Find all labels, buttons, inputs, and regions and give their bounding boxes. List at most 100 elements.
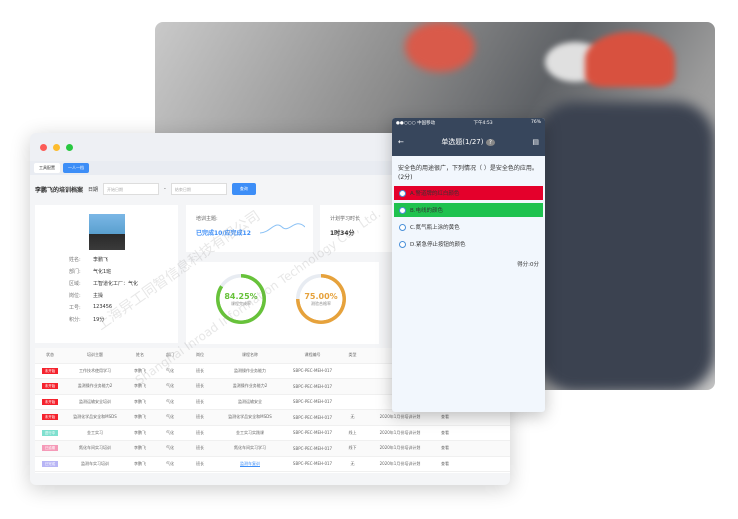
- question-title: 单选题(1/27): [441, 138, 484, 146]
- table-cell: 李鹏飞: [134, 383, 146, 389]
- completion-ring: 84.25% 课程完成率: [216, 274, 266, 324]
- column-header: 状态: [46, 352, 54, 358]
- radio-icon[interactable]: [399, 189, 406, 197]
- column-header: 部门: [166, 352, 174, 358]
- radio-icon[interactable]: [399, 223, 406, 231]
- sparkline: [260, 223, 305, 234]
- table-cell[interactable]: 监测车复训: [240, 460, 260, 466]
- table-cell: 监测操作业务能力2: [77, 383, 113, 389]
- back-arrow-icon[interactable]: ←: [398, 138, 404, 146]
- table-cell: SBPC-PEC-MEH-017: [292, 368, 333, 374]
- table-cell: 李鹏飞: [134, 398, 146, 404]
- table-cell: 班长: [196, 414, 204, 420]
- table-cell: 李鹏飞: [134, 445, 146, 451]
- topic-label: 培训主题:: [196, 216, 218, 222]
- end-date-input[interactable]: 结束日期: [170, 183, 227, 195]
- tab-one-person-file[interactable]: 一人一档: [63, 163, 89, 173]
- table-cell: SBPC-PEC-MEH-017: [292, 414, 333, 420]
- table-cell: 2020年1月份培训计划: [379, 414, 421, 420]
- carrier: ●●○○○ 中国移动: [396, 121, 436, 126]
- table-cell: 查看: [441, 429, 449, 435]
- table-row[interactable]: 未开始 监测运输安全培训 李鹏飞 气化 班长 监测运输安全 SBPC-PEC-MEH-017: [35, 395, 510, 410]
- maximize-dot[interactable]: [66, 143, 73, 151]
- table-cell: 气化: [166, 398, 174, 404]
- table-cell: 班长: [196, 445, 204, 451]
- table-cell: 气化: [166, 367, 174, 373]
- table-row[interactable]: 未开始 监测操作业务能力2 李鹏飞 气化 班长 监测操作业务能力2 SBPC-PEC-MEH…: [35, 379, 510, 395]
- start-date-input[interactable]: 开始日期: [103, 183, 160, 195]
- table-cell: SBPC-PEC-MEH-017: [292, 383, 333, 389]
- table-cell: 班长: [196, 429, 204, 435]
- column-header: 课程编号: [304, 352, 321, 358]
- column-header: 岗位: [196, 352, 204, 358]
- table-cell: SBPC-PEC-MEH-017: [292, 430, 333, 436]
- help-icon[interactable]: ?: [485, 139, 495, 146]
- table-cell: 金工实习实践课: [236, 429, 264, 435]
- table-cell: 班长: [196, 367, 204, 373]
- column-header: 培训主题: [87, 352, 103, 358]
- table-cell: 班长: [196, 460, 204, 466]
- answer-option[interactable]: C.氮气瓶上涂的黄色: [394, 220, 543, 234]
- table-row[interactable]: 进行中 金工实习 李鹏飞 气化 班长 金工实习实践课 SBPC-PEC-MEH-017 线上 2…: [35, 426, 510, 441]
- battery: 76%: [530, 120, 541, 125]
- answer-option[interactable]: A.警道牌的红白颜色: [394, 186, 543, 200]
- table-cell: 氮化车间实习学习: [234, 445, 266, 451]
- score: 得分:0分: [517, 262, 539, 268]
- tab-tool-config[interactable]: 工具配置: [34, 163, 60, 173]
- table-cell: 监测运输安全: [238, 398, 262, 404]
- profile-field: 区域: 工智道化工厂：气化: [69, 281, 139, 287]
- minimize-dot[interactable]: [53, 143, 60, 151]
- table-cell: 查看: [441, 445, 449, 451]
- column-header: 类型: [348, 352, 357, 358]
- topic-card: 培训主题: 已完成10/应完成12: [186, 205, 313, 252]
- radio-icon[interactable]: [399, 206, 406, 214]
- table-cell: 班长: [196, 398, 204, 404]
- status-badge: 未开始: [41, 383, 59, 390]
- table-cell: 线下: [348, 445, 357, 451]
- column-header: 课程名称: [242, 352, 258, 358]
- column-header: 姓名: [136, 352, 144, 358]
- table-cell: 金工实习: [87, 429, 103, 435]
- table-cell: 气化: [166, 429, 174, 435]
- table-cell: 工作技术使用学习: [79, 367, 111, 373]
- table-cell: 监测化学品安全和MSDS: [73, 414, 117, 420]
- answer-option[interactable]: D.紧急停止按钮的颜色: [394, 237, 543, 251]
- table-cell: 无: [350, 414, 355, 420]
- status-badge: 已逾期: [41, 445, 59, 452]
- table-cell: 2020年1月份培训计划: [379, 429, 421, 435]
- answer-option[interactable]: B.电线的颜色: [394, 203, 543, 217]
- answer-sheet-icon[interactable]: ▤: [532, 138, 539, 146]
- table-cell: 查看: [441, 414, 449, 420]
- table-cell: 气化: [166, 383, 174, 389]
- status-badge: 未开始: [41, 398, 59, 405]
- profile-field: 工号: 123456: [69, 304, 113, 311]
- avatar: [88, 214, 125, 250]
- table-cell: 监测运输安全培训: [79, 398, 111, 404]
- table-cell: 监测操作业务能力: [234, 367, 266, 373]
- question-text: 安全色的用途很广，下列情况（ ）是安全色的应用。(2分): [398, 165, 538, 181]
- clock: 下午4:53: [473, 121, 493, 126]
- table-row[interactable]: 已完成 监测车实习培训 李鹏飞 气化 班长 监测车复训 SBPC-PEC-MEH-017 无 2…: [35, 457, 510, 472]
- table-cell: 查看: [441, 460, 449, 466]
- close-dot[interactable]: [40, 143, 47, 151]
- topic-value: 已完成10/应完成12: [196, 230, 251, 237]
- profile-field: 岗位: 主操: [69, 293, 104, 299]
- table-cell: SBPC-PEC-MEH-017: [292, 399, 333, 405]
- table-cell: 监测化学品安全和MSDS: [228, 414, 272, 420]
- table-cell: 李鹏飞: [134, 429, 146, 435]
- search-button[interactable]: 查询: [231, 183, 256, 195]
- table-row[interactable]: 未开始 监测化学品安全和MSDS 李鹏飞 气化 班长 监测化学品安全和MSDS SBPC-P…: [35, 410, 510, 426]
- table-cell: 李鹏飞: [134, 367, 146, 373]
- table-cell: 李鹏飞: [134, 414, 146, 420]
- table-cell: 气化: [166, 460, 174, 466]
- table-cell: 气化: [166, 414, 174, 420]
- table-cell: 氮化车间实习培训: [79, 445, 111, 451]
- date-label: 日期: [88, 186, 99, 193]
- table-row[interactable]: 已逾期 氮化车间实习培训 李鹏飞 气化 班长 氮化车间实习学习 SBPC-PEC-MEH-0…: [35, 441, 510, 457]
- table-cell: SBPC-PEC-MEH-017: [292, 445, 333, 451]
- pass-rate-ring: 75.00% 测验合格率: [296, 274, 346, 324]
- profile-field: 部门: 气化1班: [69, 269, 112, 275]
- table-cell: 线上: [348, 429, 357, 435]
- radio-icon[interactable]: [399, 240, 406, 248]
- table-row[interactable]: 未开始 工作技术使用学习 李鹏飞 气化 班长 监测操作业务能力 SBPC-PEC-MEH-0…: [35, 364, 510, 379]
